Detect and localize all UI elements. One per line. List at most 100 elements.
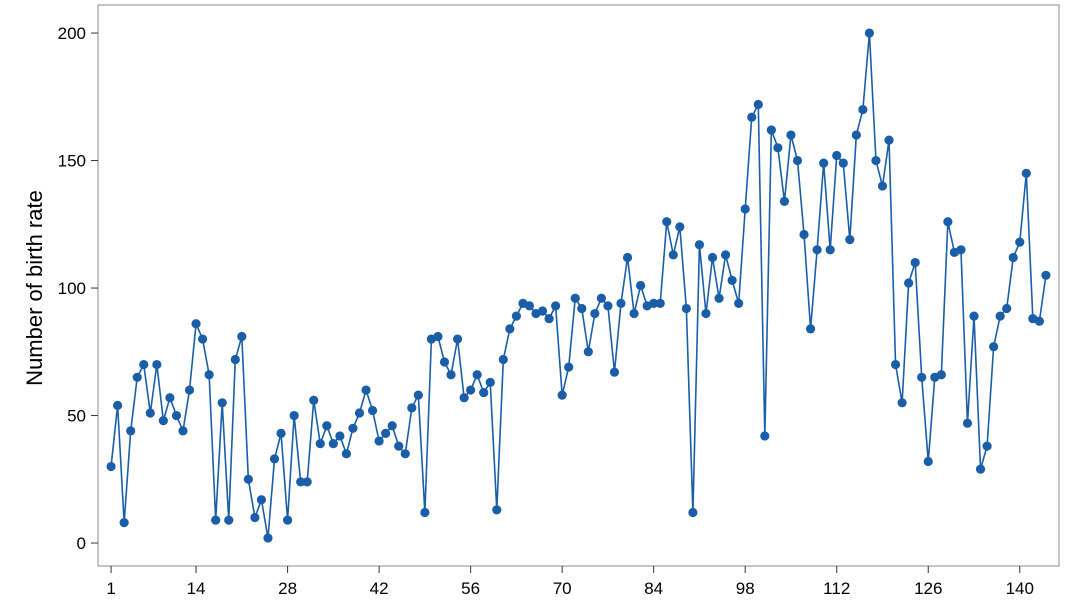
data-point (492, 505, 502, 515)
data-point (106, 461, 116, 472)
data-point (681, 303, 691, 314)
data-point (524, 301, 535, 311)
data-point (747, 112, 757, 122)
data-point (178, 426, 188, 436)
data-point (904, 278, 914, 288)
data-point (845, 235, 855, 245)
y-tick-label: 150 (58, 152, 86, 171)
data-point (309, 395, 319, 405)
y-tick-label: 200 (58, 24, 86, 43)
data-point (256, 495, 267, 505)
data-point (354, 408, 365, 418)
data-point (694, 240, 705, 250)
series-points (106, 28, 1051, 543)
data-point (779, 196, 790, 206)
data-point (832, 150, 842, 161)
data-point (995, 311, 1005, 321)
data-point (884, 135, 894, 145)
y-axis-title: Number of birth rate (22, 190, 47, 386)
data-point (616, 298, 626, 308)
data-point (577, 303, 587, 314)
x-tick-label: 126 (914, 579, 942, 598)
data-point (433, 331, 443, 342)
data-point (537, 306, 548, 316)
x-tick-label: 70 (553, 579, 572, 598)
data-point (773, 143, 783, 153)
data-point (603, 301, 613, 311)
y-tick-label: 0 (77, 534, 86, 553)
data-point (269, 454, 280, 464)
data-point (786, 130, 796, 140)
data-point (263, 533, 273, 543)
data-point (975, 464, 986, 474)
data-point (459, 393, 469, 403)
data-point (472, 370, 482, 380)
data-point (139, 359, 149, 370)
data-point (374, 436, 384, 446)
data-point (917, 372, 927, 382)
data-point (282, 515, 293, 525)
x-tick-label: 98 (736, 579, 755, 598)
data-point (1002, 303, 1012, 314)
data-point (720, 250, 731, 260)
data-point (544, 314, 554, 324)
data-point (446, 370, 456, 380)
data-point (590, 308, 600, 319)
data-point (923, 456, 933, 467)
x-tick-label: 84 (644, 579, 663, 598)
data-point (315, 439, 325, 449)
data-point (113, 400, 123, 410)
data-point (479, 388, 489, 398)
data-point (570, 293, 580, 303)
data-point (152, 359, 162, 370)
data-point (583, 347, 593, 357)
x-tick-label: 42 (370, 579, 389, 598)
data-point (662, 217, 672, 227)
data-point (126, 426, 136, 436)
x-tick-label: 28 (278, 579, 297, 598)
data-point (766, 125, 776, 135)
data-point (250, 512, 260, 523)
data-point (361, 385, 371, 395)
data-point (145, 408, 155, 418)
data-point (629, 308, 639, 319)
data-point (505, 324, 515, 334)
data-point (812, 245, 822, 255)
data-point (322, 421, 332, 431)
axes: 1 14 28 42 56 70 84 98 112 126 140 0 50 100 150 200 (58, 24, 1034, 598)
data-point (825, 245, 835, 255)
data-point (466, 385, 476, 395)
data-point (1015, 237, 1025, 247)
data-point (1034, 316, 1044, 326)
data-point (191, 319, 201, 329)
data-point (622, 252, 633, 263)
data-point (341, 449, 352, 459)
data-point (877, 181, 888, 191)
data-point (871, 155, 881, 166)
data-point (165, 393, 175, 403)
data-point (668, 250, 678, 260)
data-point (381, 428, 391, 438)
data-point (132, 372, 142, 382)
data-point (551, 301, 561, 311)
data-point (452, 334, 463, 344)
data-point (819, 158, 829, 168)
data-point (439, 357, 450, 367)
data-point (956, 245, 966, 255)
data-point (328, 439, 338, 449)
data-point (348, 423, 358, 433)
data-point (655, 298, 665, 308)
data-point (910, 257, 920, 268)
data-point (158, 416, 168, 426)
data-point (276, 428, 286, 438)
data-point (675, 222, 685, 232)
data-point (204, 370, 214, 380)
data-point (119, 518, 129, 528)
data-point (792, 155, 803, 166)
data-point (727, 275, 737, 285)
data-point (420, 507, 430, 518)
data-point (805, 324, 816, 334)
data-point (701, 308, 711, 319)
data-point (734, 298, 744, 308)
data-point (407, 403, 417, 413)
